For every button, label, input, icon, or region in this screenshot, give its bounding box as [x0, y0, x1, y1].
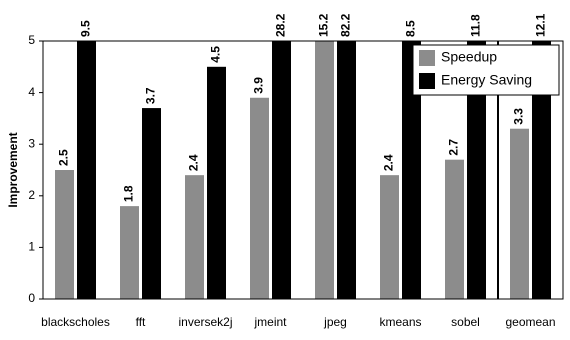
legend-label: Energy Saving — [441, 72, 532, 88]
y-tick-label: 5 — [28, 33, 35, 47]
data-label: 1.8 — [122, 185, 136, 202]
data-label: 2.7 — [447, 139, 461, 156]
y-tick-label: 1 — [28, 240, 35, 254]
bar — [445, 159, 464, 299]
data-label: 11.8 — [469, 14, 483, 37]
data-label: 28.2 — [274, 13, 288, 37]
bar — [402, 41, 421, 299]
bar — [250, 97, 269, 299]
y-tick-label: 0 — [28, 291, 35, 305]
plot-area — [55, 41, 551, 299]
y-tick-label: 3 — [28, 136, 35, 150]
x-tick-label: geomean — [505, 315, 555, 329]
data-label: 3.3 — [512, 108, 526, 125]
bar — [510, 128, 529, 299]
y-axis-label: Improvement — [6, 132, 20, 207]
x-tick-label: sobel — [451, 315, 480, 329]
data-label: 2.4 — [187, 154, 201, 171]
x-tick-label: blackscholes — [41, 315, 110, 329]
data-label: 12.1 — [534, 13, 548, 37]
data-label: 8.5 — [404, 20, 418, 37]
legend-label: Speedup — [441, 49, 497, 65]
bar — [315, 41, 334, 299]
bar — [532, 41, 551, 299]
bar — [380, 175, 399, 299]
x-tick-label: fft — [136, 315, 146, 329]
legend-box — [412, 44, 560, 96]
data-label: 4.5 — [209, 46, 223, 63]
data-label: 2.5 — [57, 149, 71, 166]
y-tick-label: 2 — [28, 188, 35, 202]
bar — [55, 170, 74, 299]
bar — [77, 41, 96, 299]
data-label: 15.2 — [317, 13, 331, 37]
x-tick-label: jmeint — [253, 315, 287, 329]
legend-swatch — [419, 50, 435, 66]
bar — [142, 108, 161, 299]
bar — [467, 41, 486, 299]
x-tick-label: kmeans — [379, 315, 421, 329]
legend-swatch — [419, 73, 435, 89]
bar — [120, 206, 139, 299]
data-label: 3.7 — [144, 87, 158, 104]
bar — [272, 41, 291, 299]
bar — [337, 41, 356, 299]
data-label: 9.5 — [79, 20, 93, 37]
x-tick-label: jpeg — [323, 315, 347, 329]
bar — [207, 66, 226, 299]
plot-frame — [42, 40, 564, 300]
data-label: 2.4 — [382, 154, 396, 171]
data-label: 3.9 — [252, 77, 266, 94]
data-label: 82.2 — [339, 13, 353, 37]
x-tick-label: inversek2j — [178, 315, 232, 329]
y-tick-label: 4 — [28, 85, 35, 99]
bar — [185, 175, 204, 299]
